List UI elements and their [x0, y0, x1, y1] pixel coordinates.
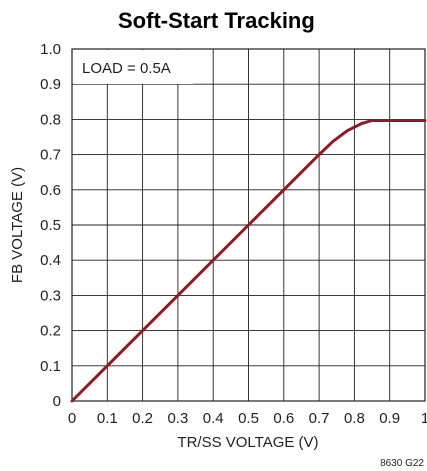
y-tick-label: 1.0	[40, 41, 61, 58]
y-tick-label: 0.6	[40, 182, 61, 199]
x-tick-label: 0.5	[238, 410, 259, 427]
x-axis-label: TR/SS VOLTAGE (V)	[177, 434, 318, 451]
y-axis-label: FB VOLTAGE (V)	[9, 167, 26, 283]
y-tick-label: 0.3	[40, 287, 61, 304]
y-tick-label: 0.8	[40, 111, 61, 128]
x-tick-labels: 0 0.1 0.2 0.3 0.4 0.5 0.6 0.7 0.8 0.9 1	[68, 410, 427, 427]
x-tick-label: 0.2	[132, 410, 153, 427]
y-tick-label: 0.5	[40, 217, 61, 234]
annotation-label: LOAD = 0.5A	[82, 60, 171, 77]
x-tick-label: 1	[421, 410, 427, 427]
chart-title: Soft-Start Tracking	[118, 8, 315, 33]
series-line	[70, 118, 427, 403]
annotation-box: LOAD = 0.5A	[73, 50, 193, 84]
y-tick-label: 0.4	[40, 252, 61, 269]
x-tick-label: 0	[68, 410, 76, 427]
x-tick-label: 0.3	[167, 410, 188, 427]
x-tick-label: 0.4	[203, 410, 224, 427]
x-tick-label: 0.7	[309, 410, 330, 427]
y-tick-label: 0.9	[40, 76, 61, 93]
y-tick-label: 0	[53, 393, 61, 410]
y-tick-labels: 0 0.1 0.2 0.3 0.4 0.5 0.6 0.7 0.8 0.9 1.0	[40, 41, 61, 410]
x-tick-label: 0.9	[379, 410, 400, 427]
y-tick-label: 0.7	[40, 147, 61, 164]
y-tick-label: 0.2	[40, 323, 61, 340]
y-tick-label: 0.1	[40, 358, 61, 375]
plot-frame	[71, 48, 426, 402]
figure-code: 8630 G22	[380, 458, 424, 469]
x-tick-label: 0.6	[273, 410, 294, 427]
x-tick-label: 0.1	[97, 410, 118, 427]
x-tick-label: 0.8	[344, 410, 365, 427]
